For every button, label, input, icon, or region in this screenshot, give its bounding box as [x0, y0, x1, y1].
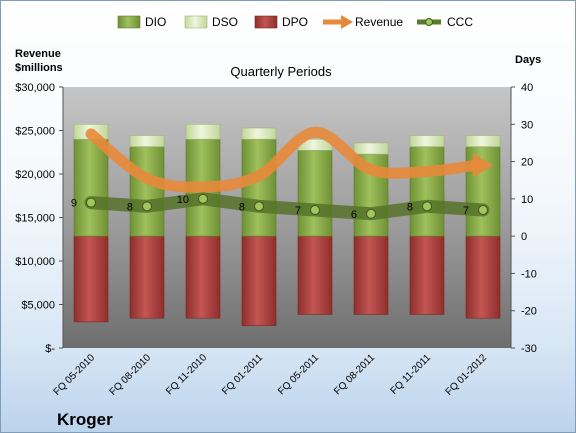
left-axis-label-line2: $millions: [15, 62, 63, 74]
bar-dpo: [241, 235, 277, 326]
legend-label-revenue: Revenue: [355, 15, 403, 29]
legend-item-dpo: DPO: [254, 15, 308, 29]
legend-label-ccc: CCC: [447, 15, 473, 29]
right-tick-label: 0: [521, 231, 527, 243]
revenue-arrowhead: [473, 153, 493, 178]
bar-dpo: [73, 235, 109, 323]
legend-item-ccc: CCC: [417, 15, 473, 29]
right-tick-label: 20: [521, 157, 533, 169]
category-label: FQ 01-2012: [444, 352, 490, 398]
bar-dso: [241, 127, 277, 140]
legend: DIO DSO DPO Revenue CCC: [117, 15, 473, 29]
right-tick-label: -10: [521, 268, 537, 280]
company-name: Kroger: [57, 410, 113, 429]
right-tick-label: -20: [521, 306, 537, 318]
ccc-data-label: 9: [71, 198, 77, 210]
bar-dso: [465, 135, 501, 147]
ccc-point: [366, 208, 376, 219]
category-label: FQ 05-2010: [52, 352, 98, 398]
bar-dio: [409, 146, 445, 237]
left-tick-label: $30,000: [15, 82, 55, 94]
category-label: FQ 01-2011: [220, 352, 265, 397]
ccc-point: [310, 205, 320, 216]
category-label: FQ 08-2010: [108, 352, 154, 398]
left-tick-label: $5,000: [21, 300, 55, 312]
right-tick-label: 30: [521, 119, 533, 131]
category-label: FQ 11-2011: [389, 352, 434, 397]
bar-dpo: [353, 235, 389, 315]
bars-layer: [73, 123, 501, 326]
category-labels: FQ 05-2010 FQ 08-2010 FQ 11-2010 FQ 01-2011…: [52, 352, 490, 398]
revenue-line: [85, 126, 481, 193]
ccc-data-label: 8: [407, 201, 413, 213]
ccc-data-label: 6: [351, 209, 357, 221]
bar-dio: [129, 146, 165, 237]
bar-dso: [129, 135, 165, 147]
bar-dio: [73, 138, 109, 237]
ccc-point: [86, 197, 96, 208]
right-axis-label: Days: [515, 54, 541, 66]
right-tick-label: 10: [521, 194, 533, 206]
bar-dio: [241, 138, 277, 237]
ccc-data-label: 10: [177, 194, 189, 206]
ccc-point: [254, 201, 264, 212]
ccc-point: [142, 201, 152, 212]
legend-item-dso: DSO: [184, 15, 238, 29]
bar-dso: [185, 123, 221, 140]
legend-item-dio: DIO: [117, 15, 166, 29]
right-tick-label: 40: [521, 82, 533, 94]
left-axis-label-line1: Revenue: [15, 48, 61, 60]
legend-label-dpo: DPO: [282, 15, 308, 29]
ccc-data-label: 7: [295, 205, 301, 217]
ccc-data-label: 8: [127, 201, 133, 213]
legend-label-dso: DSO: [212, 15, 238, 29]
bar-dpo: [185, 235, 221, 319]
left-axis: $30,000 $25,000 $20,000 $15,000 $10,000 $5,00…: [15, 82, 64, 355]
left-tick-label: $15,000: [15, 213, 55, 225]
legend-item-revenue: Revenue: [323, 15, 403, 29]
left-tick-label: $25,000: [15, 126, 55, 138]
lines-layer: 9 8 10 8 7 6 8 7: [71, 126, 493, 221]
ccc-data-label: 8: [239, 201, 245, 213]
right-axis: 40 30 20 10 0 -10 -20 -30: [510, 82, 537, 355]
ccc-point: [422, 201, 432, 212]
bar-dpo: [409, 235, 445, 315]
bar-dpo: [297, 235, 333, 315]
right-tick-label: -30: [521, 343, 537, 355]
left-tick-label: $20,000: [15, 169, 55, 181]
legend-label-dio: DIO: [145, 15, 166, 29]
bar-dpo: [129, 235, 165, 319]
ccc-data-label: 7: [463, 205, 469, 217]
chart-title: Quarterly Periods: [230, 64, 332, 79]
ccc-point: [198, 193, 208, 204]
category-label: FQ 08-2011: [332, 352, 377, 397]
left-tick-label: $-: [45, 343, 55, 355]
ccc-line: [84, 192, 490, 221]
bar-dso: [409, 135, 445, 147]
bar-dpo: [465, 235, 501, 319]
ccc-point: [478, 205, 488, 216]
bar-dio: [297, 150, 333, 237]
left-tick-label: $10,000: [15, 256, 55, 268]
category-label: FQ 05-2011: [276, 352, 321, 397]
bar-dso: [353, 142, 389, 155]
category-label: FQ 11-2010: [164, 352, 209, 397]
